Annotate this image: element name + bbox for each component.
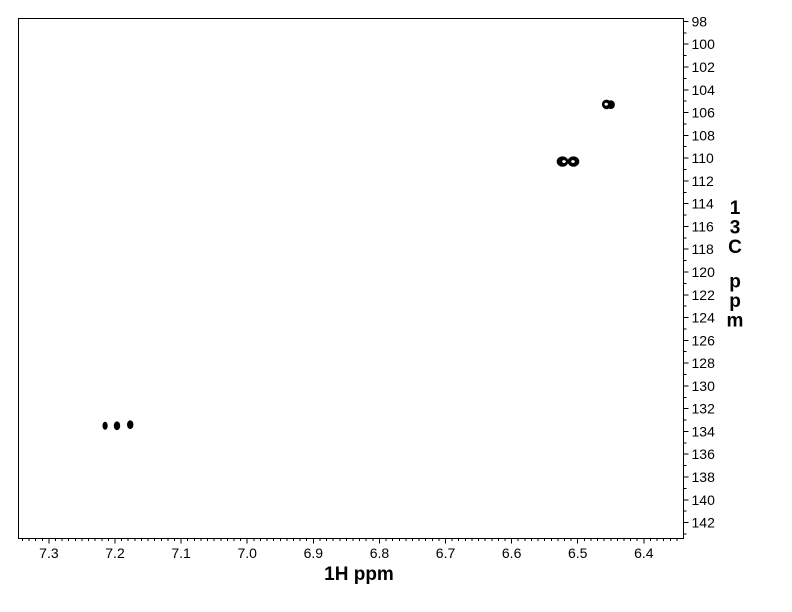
y-tick-label: 126 xyxy=(692,332,716,348)
y-tick-label: 136 xyxy=(692,446,716,462)
x-tick-label: 6.6 xyxy=(502,545,522,561)
y-tick-label: 138 xyxy=(692,469,716,485)
y-tick-label: 134 xyxy=(692,423,716,439)
y-tick-label: 110 xyxy=(692,150,715,166)
y-tick-label: 108 xyxy=(692,127,716,143)
y-axis-title-char: 1 xyxy=(730,198,741,219)
y-tick-label: 142 xyxy=(692,515,716,531)
peak-contour xyxy=(562,160,566,163)
y-tick-label: 112 xyxy=(692,173,715,189)
y-axis-title-char: m xyxy=(727,311,744,332)
peak-contour xyxy=(604,102,608,106)
x-tick-label: 7.2 xyxy=(105,545,125,561)
cross-peak-dot xyxy=(113,421,121,431)
x-axis-title: 1H ppm xyxy=(324,564,394,585)
y-tick-label: 98 xyxy=(692,13,708,29)
peak-contour xyxy=(571,160,575,163)
x-tick-label: 6.8 xyxy=(370,545,390,561)
cross-peak-contour-pair xyxy=(601,99,615,110)
y-tick-label: 118 xyxy=(692,241,715,257)
y-tick-label: 106 xyxy=(692,105,716,121)
y-tick-label: 130 xyxy=(692,378,716,394)
y-axis-title-char: 3 xyxy=(730,218,741,239)
peak-contour xyxy=(102,421,108,430)
x-tick-label: 7.1 xyxy=(171,545,191,561)
x-tick-label: 6.7 xyxy=(436,545,456,561)
y-tick-label: 124 xyxy=(692,310,716,326)
y-tick-label: 102 xyxy=(692,59,716,75)
peak-contour xyxy=(127,420,134,430)
peak-contour xyxy=(113,421,121,431)
cross-peak-dot-small xyxy=(102,421,108,430)
x-tick-label: 6.9 xyxy=(304,545,324,561)
y-axis-title-char: p xyxy=(729,291,741,312)
y-axis-title-char: p xyxy=(729,272,741,293)
x-tick-label: 7.3 xyxy=(39,545,59,561)
x-tick-label: 6.5 xyxy=(568,545,588,561)
y-tick-label: 140 xyxy=(692,492,716,508)
x-tick-label: 7.0 xyxy=(237,545,257,561)
y-axis-title-char: C xyxy=(728,237,742,258)
y-tick-label: 122 xyxy=(692,287,716,303)
x-tick-label: 6.4 xyxy=(634,545,654,561)
cross-peak-ring-pair xyxy=(556,156,580,167)
cross-peak-dot xyxy=(127,420,134,430)
plot-frame xyxy=(18,18,684,539)
y-tick-label: 120 xyxy=(692,264,716,280)
y-tick-label: 104 xyxy=(692,82,716,98)
y-tick-label: 132 xyxy=(692,401,716,417)
peak-contour xyxy=(606,100,615,109)
y-tick-label: 128 xyxy=(692,355,716,371)
y-tick-label: 114 xyxy=(692,196,715,212)
y-tick-label: 100 xyxy=(692,36,716,52)
y-tick-label: 116 xyxy=(692,218,715,234)
